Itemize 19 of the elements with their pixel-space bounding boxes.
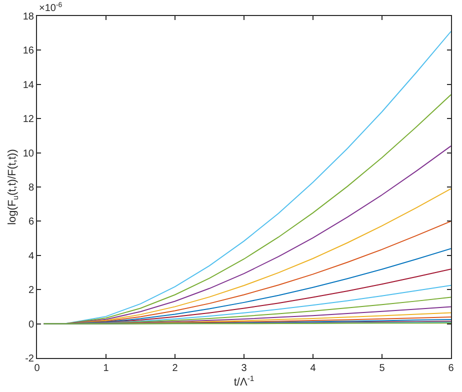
- x-tick-label: 1: [103, 363, 110, 374]
- y-tick-label: 12: [22, 114, 34, 126]
- y-tick-label: 8: [28, 182, 34, 194]
- x-tick-label: 6: [448, 363, 454, 374]
- y-tick-label: 10: [22, 148, 34, 160]
- y-tick-label: 0: [28, 319, 34, 330]
- x-tick-label: 5: [379, 363, 386, 374]
- y-tick-label: 6: [28, 216, 34, 228]
- y-tick-label: -2: [25, 354, 34, 364]
- x-tick-label: 2: [172, 363, 178, 374]
- y-tick-label: 18: [22, 12, 34, 22]
- y-tick-label: 16: [22, 46, 34, 57]
- x-tick-label: 3: [241, 363, 248, 374]
- x-axis-title: t/Λ$^{-1}$: [234, 374, 254, 389]
- y-tick-label: 14: [22, 80, 34, 91]
- y-tick-label: 4: [28, 250, 34, 262]
- text: ×10$^{-6}$: [39, 2, 62, 14]
- y-tick-label: 2: [28, 285, 34, 296]
- x-tick-label: 4: [310, 363, 316, 374]
